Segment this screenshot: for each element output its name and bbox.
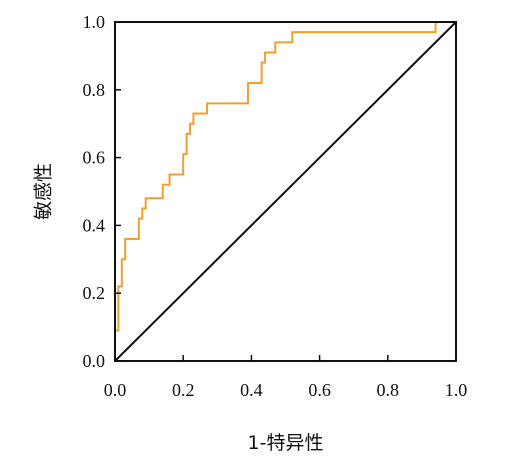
series-layer bbox=[114, 21, 457, 362]
roc-curve-line bbox=[114, 21, 456, 361]
y-tick-label: 1.0 bbox=[83, 12, 106, 32]
y-tick-label: 0.8 bbox=[83, 80, 106, 100]
plot-frame bbox=[114, 21, 457, 362]
x-tick-label: 0.0 bbox=[104, 380, 127, 400]
x-tick-label: 0.4 bbox=[240, 380, 263, 400]
x-tick-label: 0.8 bbox=[377, 380, 400, 400]
y-tick-label: 0.4 bbox=[83, 215, 106, 235]
x-tick-label: 0.2 bbox=[172, 380, 195, 400]
reference-diagonal-line bbox=[114, 21, 457, 362]
y-tick-label: 0.0 bbox=[83, 351, 106, 371]
y-tick-label: 0.6 bbox=[83, 148, 106, 168]
x-axis-title: 1-特异性 bbox=[248, 432, 324, 454]
y-axis-title: 敏感性 bbox=[33, 163, 55, 220]
x-tick-label: 1.0 bbox=[445, 380, 468, 400]
y-tick-label: 0.2 bbox=[83, 283, 106, 303]
ticks-layer: 0.0 0.2 0.4 0.6 0.8 1.0 0.0 0.2 0.4 0.6 0.8 1.0 bbox=[83, 12, 468, 400]
x-tick-label: 0.6 bbox=[308, 380, 331, 400]
